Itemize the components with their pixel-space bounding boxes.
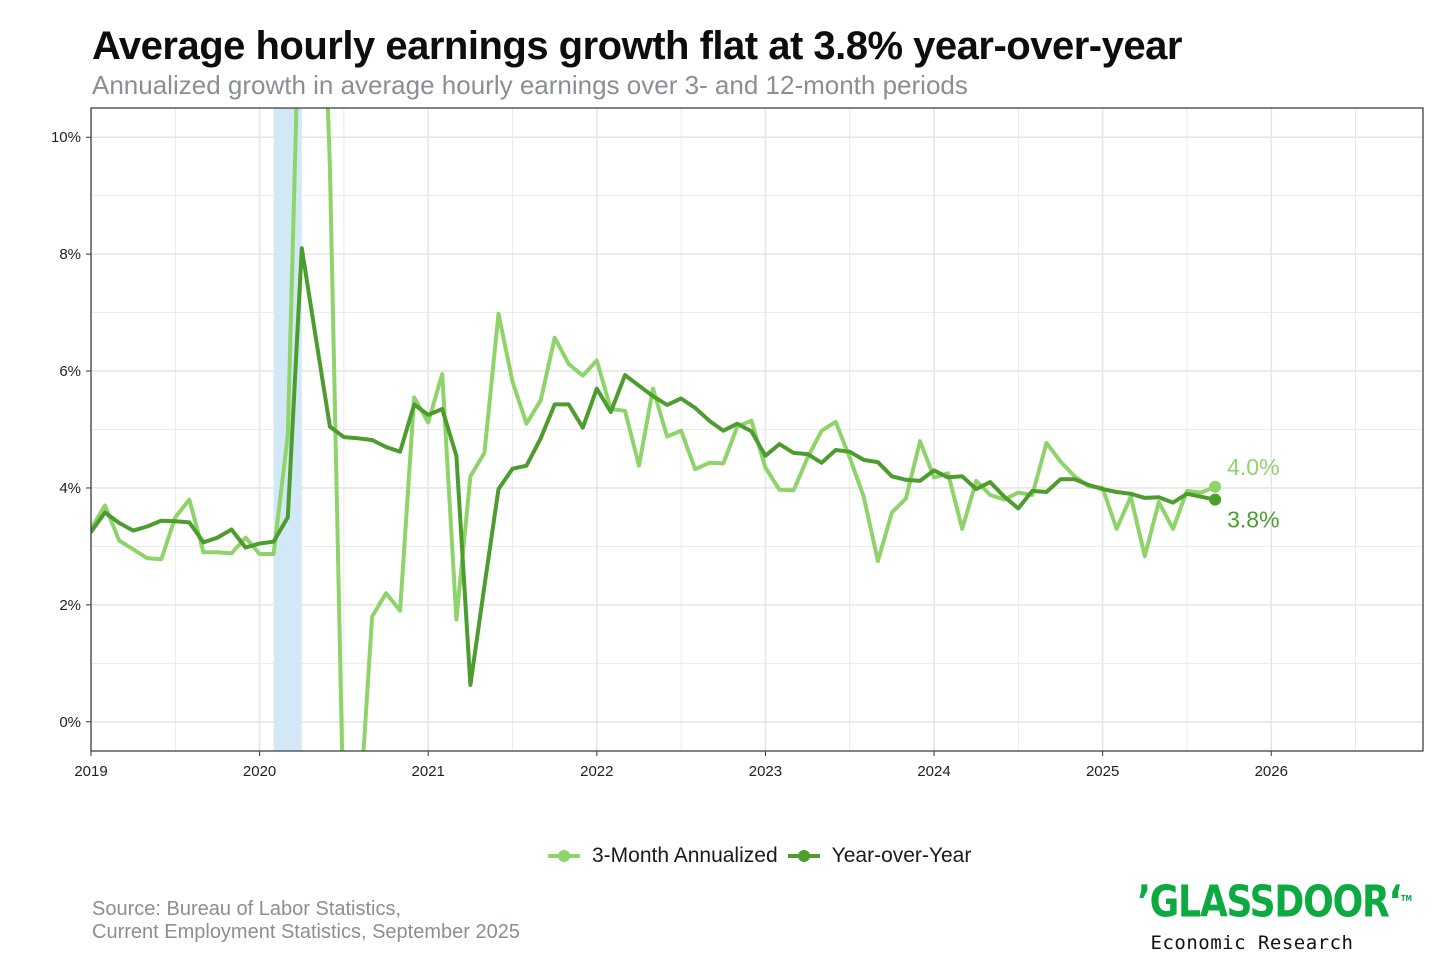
series-layer bbox=[91, 108, 1218, 751]
x-tick-label: 2024 bbox=[917, 763, 950, 780]
x-tick-label: 2020 bbox=[243, 763, 276, 780]
y-tick-label: 2% bbox=[59, 597, 81, 614]
legend-label-3-month: 3-Month Annualized bbox=[592, 844, 778, 867]
chart-subtitle: Annualized growth in average hourly earn… bbox=[92, 70, 968, 100]
glassdoor-logo: ’GLASSDOOR‘TM Economic Research bbox=[1112, 872, 1412, 954]
legend-label-yoy: Year-over-Year bbox=[831, 844, 972, 867]
logo-wordmark: ’GLASSDOOR‘TM bbox=[1137, 872, 1412, 930]
chart-legend: 3-Month Annualized Year-over-Year bbox=[548, 844, 981, 868]
x-tick-label: 2022 bbox=[580, 763, 613, 780]
legend-item-3-month: 3-Month Annualized bbox=[548, 844, 778, 868]
plot-frame bbox=[90, 107, 1424, 752]
y-tick-label: 10% bbox=[51, 129, 81, 146]
series-end-point-1 bbox=[1209, 493, 1222, 506]
x-tick-label: 2023 bbox=[749, 763, 782, 780]
logo-word: ’GLASSDOOR‘ bbox=[1137, 876, 1402, 928]
x-tick-label: 2026 bbox=[1255, 763, 1288, 780]
source-line-2: Current Employment Statistics, September… bbox=[92, 921, 520, 943]
gridlines bbox=[90, 108, 1423, 751]
logo-trademark: TM bbox=[1401, 894, 1413, 903]
source-note: Source: Bureau of Labor Statistics, Curr… bbox=[92, 898, 520, 944]
line-chart: 0% 2% 4% 6% 8% 10% 2019 2020 2021 2022 2023 2024 202… bbox=[51, 107, 1424, 780]
y-tick-label: 8% bbox=[59, 246, 81, 263]
y-tick-label: 4% bbox=[59, 480, 81, 497]
legend-key-3-month bbox=[548, 846, 580, 866]
logo-tagline: Economic Research bbox=[1150, 931, 1354, 954]
axes: 0% 2% 4% 6% 8% 10% 2019 2020 2021 2022 2023 2024 202… bbox=[51, 129, 1288, 780]
end-labels: 4.0% 3.8% bbox=[1209, 454, 1280, 533]
y-tick-label: 6% bbox=[59, 363, 81, 380]
y-tick-label: 0% bbox=[59, 714, 81, 731]
x-tick-label: 2019 bbox=[74, 763, 107, 780]
series-end-label-1: 3.8% bbox=[1227, 507, 1279, 533]
series-end-point-0 bbox=[1209, 480, 1222, 493]
x-tick-label: 2021 bbox=[412, 763, 445, 780]
legend-key-yoy bbox=[787, 846, 820, 866]
series-end-label-0: 4.0% bbox=[1227, 454, 1279, 480]
x-tick-label: 2025 bbox=[1086, 763, 1119, 780]
legend-item-yoy: Year-over-Year bbox=[787, 844, 972, 868]
source-line-1: Source: Bureau of Labor Statistics, bbox=[92, 898, 402, 920]
series-line-1 bbox=[91, 246, 1218, 687]
chart-title: Average hourly earnings growth flat at 3… bbox=[92, 24, 1182, 68]
